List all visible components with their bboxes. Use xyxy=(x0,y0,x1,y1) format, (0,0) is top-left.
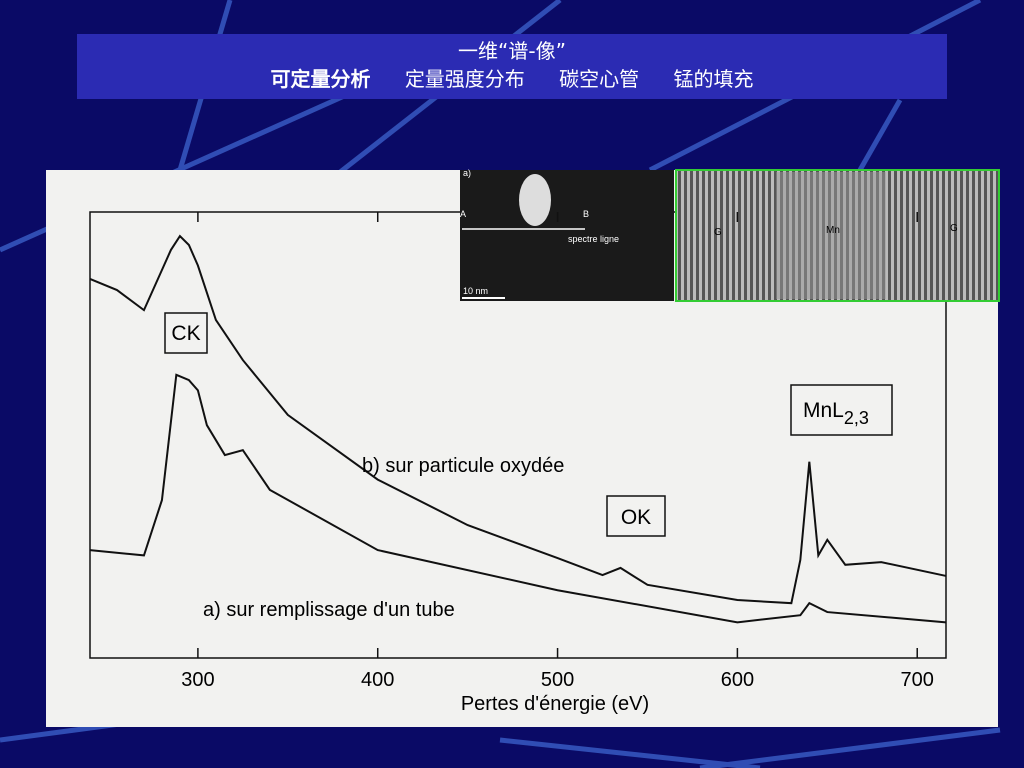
series-label: a) sur remplissage d'un tube xyxy=(203,599,455,621)
annotation-box xyxy=(164,312,208,354)
title-box: 一维“谱-像” 可定量分析 定量强度分布 碳空心管 锰的填充 xyxy=(77,34,947,99)
annotation-box xyxy=(790,384,893,436)
inset-image-a xyxy=(460,170,674,301)
annotation: MnL2,3 xyxy=(803,399,869,428)
slide-item: 锰的填充 xyxy=(673,67,754,91)
annotation-sub: 2,3 xyxy=(844,408,869,428)
annotation: CK xyxy=(171,322,200,345)
inset-label: G xyxy=(714,227,722,238)
slide-title: 一维“谱-像” xyxy=(458,39,566,63)
x-tick-label: 700 xyxy=(901,669,934,691)
inset-label: B xyxy=(583,209,589,219)
inset-label: 10 nm xyxy=(463,286,488,296)
slide-item: 定量强度分布 xyxy=(404,67,525,91)
x-axis-label: Pertes d'énergie (eV) xyxy=(461,693,649,715)
inset-particle xyxy=(519,174,551,226)
x-tick-label: 300 xyxy=(181,669,214,691)
inset-label: G xyxy=(950,223,958,234)
x-tick-label: 400 xyxy=(361,669,394,691)
inset-label: spectre ligne xyxy=(568,234,619,244)
slide-items: 可定量分析 定量强度分布 碳空心管 锰的填充 xyxy=(77,65,947,93)
annotation-box xyxy=(606,495,666,537)
inset-label: a) xyxy=(463,168,471,178)
series-label: b) sur particule oxydée xyxy=(362,455,564,477)
inset-label: A xyxy=(460,209,466,219)
slide-item: 碳空心管 xyxy=(559,67,640,91)
x-tick-label: 600 xyxy=(721,669,754,691)
inset-label: Mn xyxy=(826,225,840,236)
slide-item: 可定量分析 xyxy=(270,67,371,91)
annotation: OK xyxy=(621,506,651,529)
series-line xyxy=(89,234,947,605)
inset-mn-band xyxy=(776,172,886,299)
x-tick-label: 500 xyxy=(541,669,574,691)
annotation-text: MnL xyxy=(803,399,844,422)
series-line xyxy=(89,373,947,624)
